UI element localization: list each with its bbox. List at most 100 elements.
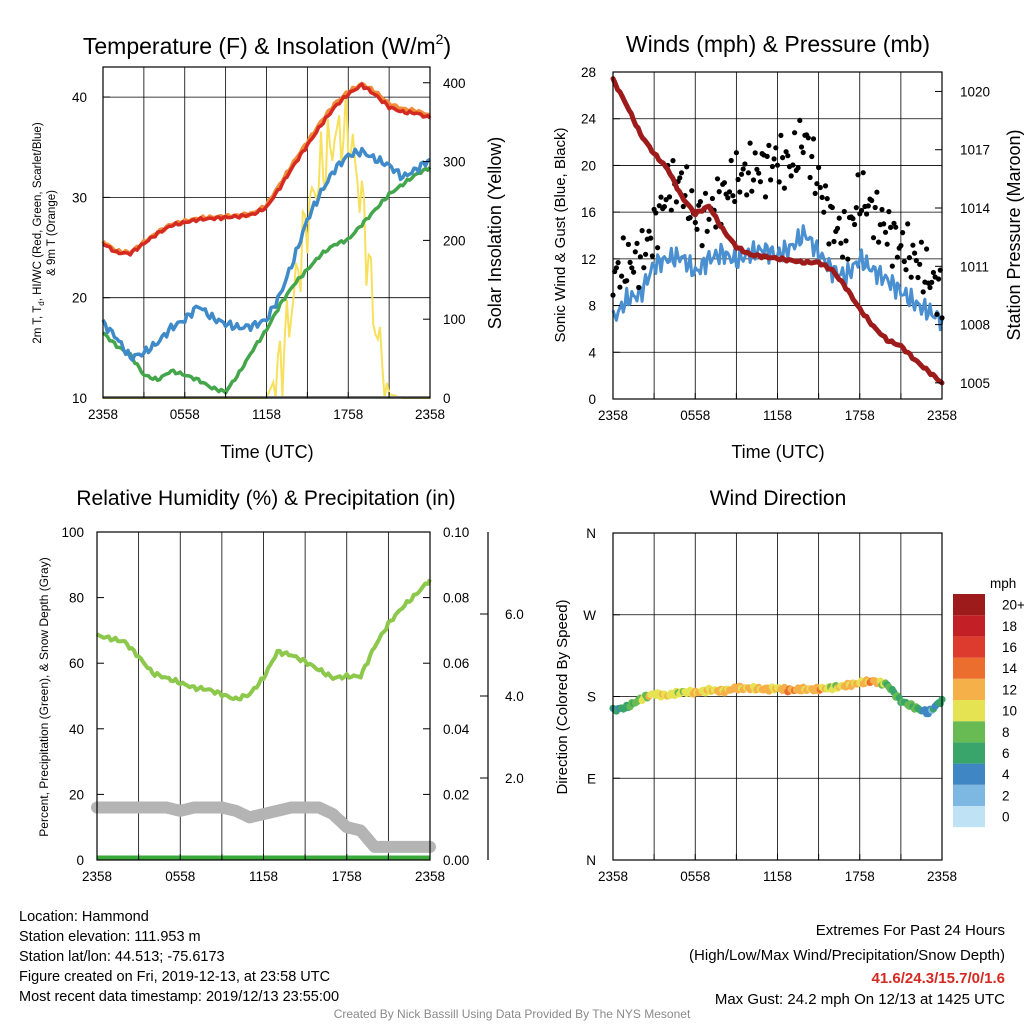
extremes-subtitle: (High/Low/Max Wind/Precipitation/Snow De… — [689, 947, 1005, 964]
gust-point — [906, 255, 913, 261]
extremes-gust: Max Gust: 24.2 mph On 12/13 at 1425 UTC — [714, 991, 1005, 1008]
gust-point — [930, 269, 937, 276]
temperature-ylabel-line2: & 9m T (Orange) — [46, 190, 58, 276]
winds-xtick-label: 2358 — [927, 408, 957, 423]
humidity-xtick-label: 2358 — [82, 869, 112, 884]
pressure-ytick-label: 1008 — [960, 318, 990, 333]
gust-point — [888, 224, 894, 230]
gust-point — [924, 246, 930, 252]
winds-ytick-label: 20 — [581, 158, 596, 173]
recent-timestamp: Most recent data timestamp: 2019/12/13 2… — [19, 989, 340, 1005]
gust-point — [913, 257, 919, 264]
temperature-xtick-label: 0558 — [170, 407, 200, 422]
gust-point — [826, 241, 832, 247]
gust-point — [920, 289, 926, 295]
gust-point — [836, 215, 842, 221]
gust-point — [680, 203, 686, 210]
gust-point — [814, 181, 820, 187]
gust-point — [874, 189, 880, 195]
legend-label: 10 — [1002, 704, 1017, 719]
humidity-xtick-label: 0558 — [165, 869, 195, 884]
gust-point — [917, 261, 923, 267]
gust-point — [721, 180, 728, 186]
gust-point — [634, 240, 640, 246]
gust-point — [726, 189, 733, 195]
solar-ytick-label: 0 — [443, 391, 451, 406]
gust-point — [872, 204, 878, 211]
humidity-ytick-label: 100 — [61, 525, 84, 540]
legend-swatch — [953, 721, 985, 743]
gust-point — [834, 225, 841, 231]
legend-label: 12 — [1002, 682, 1017, 697]
direction-ytick-label: W — [583, 608, 596, 623]
gust-point — [687, 215, 693, 221]
gust-point — [752, 150, 758, 156]
humidity-xtick-label: 1158 — [249, 869, 278, 884]
legend-swatch — [953, 700, 985, 722]
gust-point — [764, 153, 770, 159]
gust-point — [745, 170, 752, 176]
relative-humidity-line — [95, 578, 432, 702]
legend-label: 20+ — [1002, 598, 1024, 613]
legend-label: 18 — [1002, 619, 1017, 634]
extremes-title: Extremes For Past 24 Hours — [815, 922, 1005, 939]
gust-point — [697, 199, 704, 205]
gust-point — [725, 195, 731, 201]
legend-swatch — [953, 678, 985, 700]
gust-point — [805, 135, 811, 141]
gust-point — [838, 240, 844, 246]
gust-point — [728, 157, 734, 164]
gust-point — [629, 265, 635, 271]
sonic-wind-line — [611, 224, 944, 332]
gust-point — [656, 203, 662, 209]
gust-point — [778, 132, 784, 138]
gust-point — [774, 162, 781, 168]
winds-title: Winds (mph) & Pressure (mb) — [626, 31, 930, 57]
gust-point — [658, 194, 664, 200]
gust-point — [684, 164, 690, 170]
pressure-ytick-label: 1005 — [960, 376, 990, 391]
gust-point — [810, 136, 817, 142]
gust-point — [733, 150, 740, 156]
gust-point — [694, 226, 700, 232]
winds-ytick-label: 28 — [581, 65, 596, 80]
gust-point — [649, 253, 656, 259]
dewpoint-line — [102, 166, 432, 395]
humidity-ytick-label: 40 — [69, 722, 84, 737]
gust-point — [879, 206, 885, 213]
gust-point — [915, 274, 921, 281]
gust-point — [936, 276, 942, 282]
gust-point — [655, 245, 661, 251]
figure-created: Figure created on Fri, 2019-12-13, at 23… — [19, 969, 331, 985]
gust-point — [865, 203, 871, 209]
gust-point — [762, 194, 769, 200]
temperature-xtick-label: 2358 — [88, 407, 118, 422]
gust-point — [639, 228, 645, 234]
gust-point — [790, 162, 796, 168]
gust-point — [631, 269, 637, 275]
gust-point — [732, 198, 738, 205]
gust-point — [678, 170, 685, 176]
station-location: Location: Hammond — [19, 909, 149, 925]
direction-series — [609, 676, 946, 718]
temperature-xtick-label: 1758 — [333, 407, 363, 422]
gust-point — [898, 243, 904, 249]
winds-ytick-label: 16 — [581, 205, 596, 220]
gust-point — [768, 177, 774, 183]
gust-point — [858, 207, 865, 214]
humidity-ytick-label: 60 — [69, 656, 84, 671]
gust-point — [677, 175, 683, 181]
gust-point — [903, 267, 909, 273]
temperature-title: Temperature (F) & Insolation (W/m2) — [83, 31, 451, 59]
gust-point — [744, 192, 750, 198]
gust-point — [901, 258, 907, 265]
winds-ytick-label: 8 — [588, 299, 596, 314]
humidity-ticks: 0 20 40 60 80 100 0.00 0.02 0.04 0.06 0.08 0.10 2.0 4… — [61, 525, 523, 884]
gust-point — [788, 173, 794, 179]
pressure-ytick-label: 1020 — [960, 84, 990, 99]
legend-swatch — [953, 636, 985, 658]
gust-point — [824, 196, 830, 202]
gust-point — [889, 263, 895, 269]
gust-point — [699, 243, 705, 249]
